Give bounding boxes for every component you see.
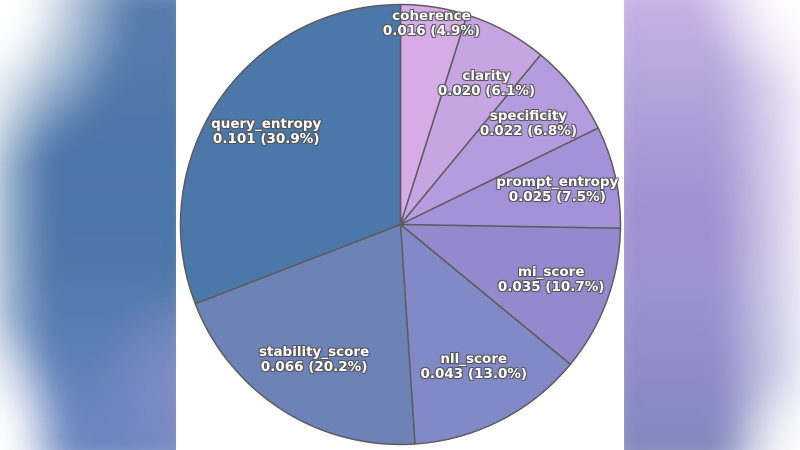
pie-slice-query_entropy [179, 3, 402, 305]
blurred-background-left [0, 0, 198, 450]
blurred-background-right [608, 0, 800, 450]
pie-slice-stability_score [194, 223, 416, 446]
pie-slice-mi_score [399, 223, 622, 366]
pie-slice-prompt_entropy [399, 127, 622, 230]
pie-slice-nll_score [399, 223, 572, 445]
